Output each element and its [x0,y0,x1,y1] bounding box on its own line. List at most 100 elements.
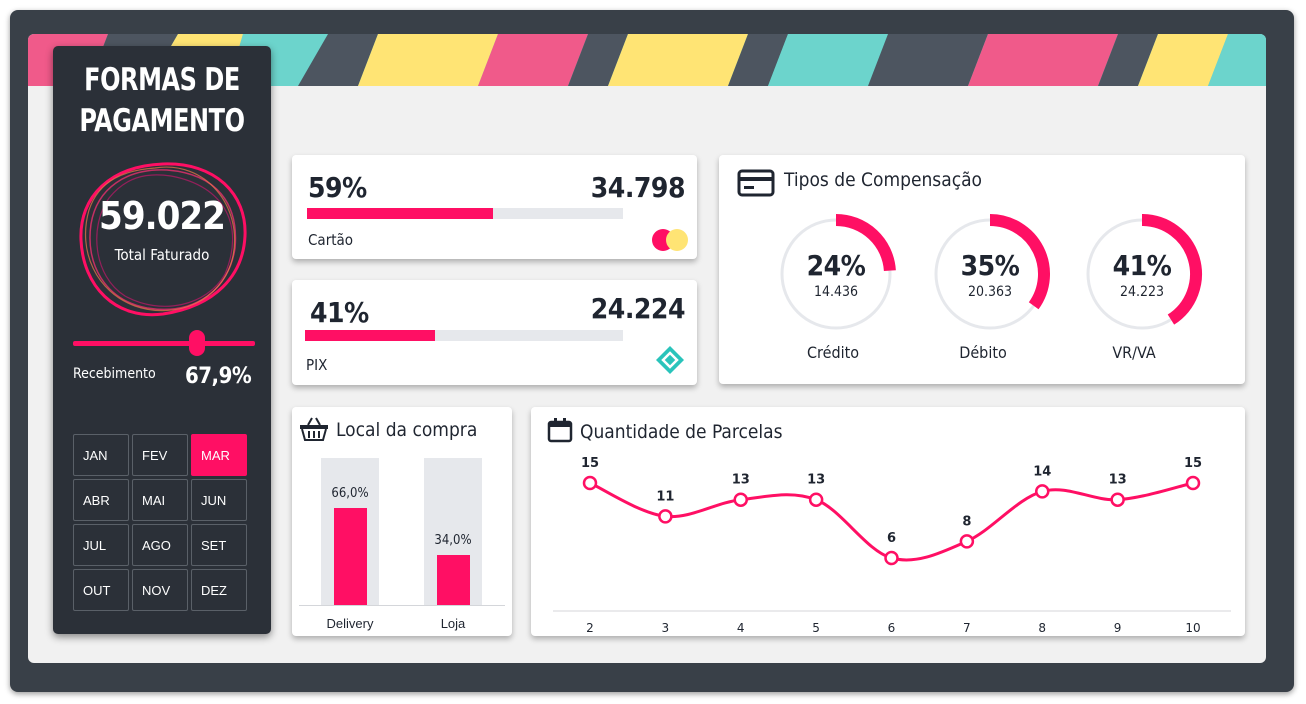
payment-percent: 41% [310,296,369,329]
title-line-1: FORMAS DE [84,62,240,98]
data-label: 14 [1033,464,1051,479]
bar-value-label: 66,0% [331,485,369,501]
payment-value: 24.224 [590,292,686,325]
month-button[interactable]: MAR [191,434,247,476]
x-tick-label: 5 [812,621,820,635]
decorative-swirl [79,162,247,317]
payment-label: PIX [306,356,328,374]
month-button[interactable]: AGO [132,524,188,566]
ring-vrva: 41% 24.223 [1081,213,1203,335]
ring-percent: 41% [1112,249,1172,282]
bar-category-label: Loja [440,616,466,631]
payment-card-pix: 41% 24.224 PIX [292,280,697,385]
pix-icon [656,346,684,374]
total-value: 59.022 [99,194,226,238]
data-point [1035,484,1050,499]
ring-value: 20.363 [967,284,1013,300]
ring-label: VR/VA [1112,343,1156,362]
month-filter-grid: JAN FEV MAR ABR MAI JUN JUL AGO SET OUT … [73,434,251,611]
calendar-icon [547,418,573,443]
data-point [582,475,598,491]
data-point [1110,492,1125,507]
data-label: 11 [656,489,674,504]
title-line-2: PAGAMENTO [79,103,245,139]
credit-card-icon [737,169,775,197]
payment-card-cartao: 59% 34.798 Cartão [292,155,697,259]
ring-arc [835,214,896,272]
receipt-slider-handle[interactable] [188,330,205,356]
data-label: 13 [732,473,750,488]
x-tick-label: 2 [586,621,594,635]
data-point [884,550,899,566]
month-button[interactable]: MAI [132,479,188,521]
x-tick-label: 7 [963,621,971,635]
x-tick-label: 10 [1185,621,1200,635]
payment-label: Cartão [308,231,354,249]
payment-bar-track [307,208,623,219]
compensation-card: Tipos de Compensação 24% 14.436 Crédito … [719,155,1245,384]
payment-value: 34.798 [590,171,686,204]
ring-percent: 24% [806,249,866,282]
month-button[interactable]: JAN [73,434,129,476]
x-tick-label: 4 [737,621,745,635]
data-point [808,492,824,507]
local-card: Local da compra 66,0% 34,0% Delivery Loj… [292,407,512,636]
ring-arc [989,214,1050,310]
ring-label: Crédito [806,343,860,362]
month-button[interactable]: JUL [73,524,129,566]
ring-credito: 24% 14.436 [775,213,897,335]
data-point [1185,475,1201,491]
data-point [733,492,748,507]
month-button[interactable]: FEV [132,434,188,476]
compensation-title: Tipos de Compensação [784,169,983,191]
card-brand-icon [652,229,688,251]
bar-category-label: Delivery [326,616,374,631]
sidebar-panel: FORMAS DE PAGAMENTO 59.022 Total Faturad… [53,46,271,634]
payment-bar-fill [307,208,494,219]
month-button[interactable]: SET [191,524,247,566]
payment-bar-fill [305,330,436,341]
month-button[interactable]: ABR [73,479,129,521]
data-point [658,509,673,524]
series-line [589,481,1194,562]
basket-icon [300,417,328,441]
x-tick-label: 8 [1038,621,1046,635]
total-label: Total Faturado [114,246,210,264]
receipt-label: Recebimento [73,366,156,382]
month-button[interactable]: OUT [73,569,129,611]
bar-value-label: 34,0% [434,533,472,549]
ring-value: 24.223 [1119,284,1165,300]
data-label: 13 [807,473,825,488]
x-tick-label: 9 [1114,621,1122,635]
payment-bar-track [305,330,623,341]
bar-track [424,458,482,605]
bar-delivery [334,507,367,605]
data-point [959,534,975,549]
month-button[interactable]: NOV [132,569,188,611]
x-tick-label: 6 [888,621,896,635]
local-title: Local da compra [336,419,478,441]
receipt-slider-track [73,341,255,346]
parcelas-card: Quantidade de Parcelas 15 2 11 3 13 4 13 5 6 6 8 7 1… [531,407,1245,636]
ring-debito: 35% 20.363 [929,213,1051,335]
data-label: 6 [887,531,896,546]
ring-arc [1141,214,1202,325]
month-button[interactable]: DEZ [191,569,247,611]
month-button[interactable]: JUN [191,479,247,521]
ring-value: 14.436 [813,284,859,300]
bar-track [321,458,379,605]
data-label: 8 [962,514,971,529]
payment-percent: 59% [308,171,367,204]
data-label: 13 [1109,473,1127,488]
data-label: 15 [581,456,599,471]
ring-label: Débito [959,343,1007,362]
data-label: 15 [1184,456,1202,471]
parcelas-title: Quantidade de Parcelas [580,421,783,443]
x-axis-line [299,605,505,606]
bar-loja [437,555,470,605]
page-title: FORMAS DE PAGAMENTO [53,60,271,142]
x-tick-label: 3 [662,621,670,635]
receipt-value: 67,9% [185,364,252,389]
parcelas-line-chart: 15 2 11 3 13 4 13 5 6 6 8 7 14 8 13 9 15 10 [553,456,1231,635]
ring-percent: 35% [960,249,1020,282]
